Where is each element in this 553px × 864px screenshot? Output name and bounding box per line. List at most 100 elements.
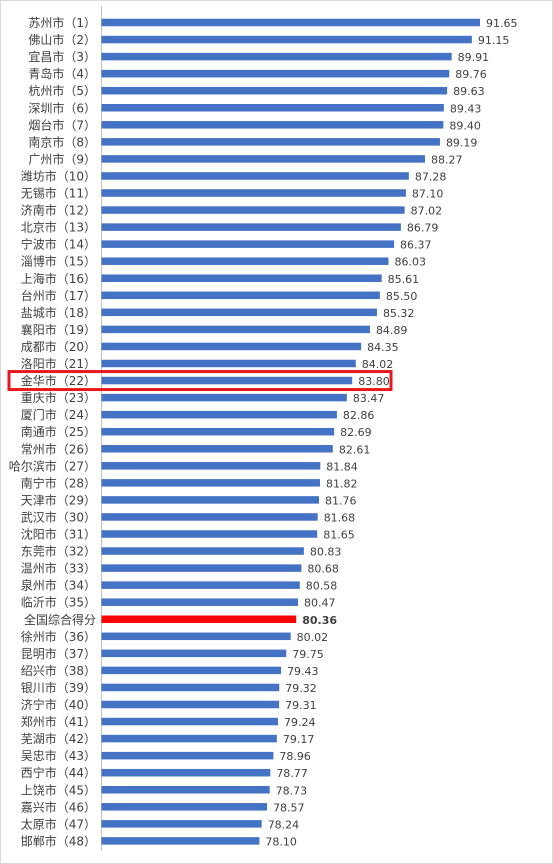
bar	[101, 223, 401, 231]
category-label: 沈阳市（31）	[21, 527, 96, 542]
category-label: 芜湖市（42）	[21, 731, 96, 746]
bar	[101, 649, 287, 658]
category-label: 吴忠市（43）	[21, 748, 96, 763]
value-label: 89.63	[453, 85, 485, 98]
category-label: 淄博市（15）	[21, 254, 96, 269]
category-label: 济南市（12）	[21, 203, 96, 218]
value-label: 82.61	[339, 443, 371, 456]
category-label: 洛阳市（21）	[21, 356, 96, 371]
value-label: 78.96	[279, 750, 311, 763]
bar	[101, 393, 347, 402]
bar	[101, 172, 409, 180]
value-label: 83.80	[358, 375, 390, 388]
bar	[101, 359, 356, 368]
category-label: 天津市（29）	[21, 492, 96, 507]
value-label: 82.86	[343, 409, 375, 422]
bar	[101, 462, 321, 470]
category-label: 宁波市（14）	[21, 237, 96, 252]
category-label: 厦门市（24）	[21, 407, 96, 422]
category-label: 佛山市（2）	[28, 32, 96, 47]
category-label: 银川市（39）	[21, 680, 96, 695]
bar	[101, 410, 337, 419]
value-label: 80.02	[297, 631, 329, 644]
bar	[101, 291, 380, 300]
category-label: 潍坊市（10）	[21, 168, 96, 183]
bar	[101, 445, 333, 453]
category-label: 西宁市（44）	[21, 765, 96, 780]
value-label: 79.24	[284, 716, 316, 729]
category-label: 上海市（16）	[21, 271, 96, 286]
category-label: 绍兴市（38）	[21, 663, 96, 678]
bar	[101, 138, 440, 146]
value-label: 87.02	[411, 205, 443, 218]
value-label: 80.47	[304, 597, 336, 610]
bar	[101, 189, 406, 197]
bar	[101, 427, 335, 436]
value-label: 89.40	[449, 119, 481, 132]
category-label: 青岛市（4）	[28, 66, 96, 81]
category-label: 武汉市（30）	[21, 509, 96, 524]
category-label: 襄阳市（19）	[21, 322, 96, 337]
bar	[101, 86, 448, 95]
bar	[101, 104, 444, 112]
value-label: 87.10	[412, 188, 444, 201]
value-label: 79.31	[285, 699, 317, 712]
value-label: 80.68	[307, 563, 339, 576]
value-label: 91.15	[478, 34, 510, 47]
value-label: 89.19	[446, 136, 478, 149]
bar	[101, 751, 274, 760]
bar	[101, 564, 302, 572]
category-label: 南京市（8）	[28, 134, 96, 149]
category-label: 台州市（17）	[21, 288, 96, 303]
value-label: 81.65	[323, 529, 355, 542]
bar	[101, 786, 270, 794]
category-label: 昆明市（37）	[21, 646, 96, 661]
bar	[101, 803, 268, 811]
value-label: 78.73	[276, 784, 308, 797]
value-label: 78.77	[276, 767, 308, 780]
category-label: 杭州市（5）	[28, 83, 96, 98]
category-label: 南通市（25）	[21, 424, 96, 439]
value-label: 85.32	[383, 307, 415, 320]
bar	[101, 683, 280, 692]
bar	[101, 479, 320, 487]
value-label: 81.68	[324, 511, 356, 524]
bar	[101, 240, 395, 248]
value-label: 89.76	[455, 68, 487, 81]
category-label: 无锡市（11）	[21, 186, 96, 201]
bar	[101, 700, 280, 709]
bar	[101, 52, 452, 61]
category-label: 济宁市（40）	[21, 697, 96, 712]
category-label: 泉州市（34）	[21, 578, 96, 593]
category-label: 北京市（13）	[21, 220, 96, 235]
value-label: 85.61	[388, 273, 420, 286]
category-label: 临沂市（35）	[21, 595, 96, 610]
category-label: 常州市（26）	[21, 441, 96, 456]
bar	[101, 581, 300, 589]
bar	[101, 342, 362, 351]
bar	[101, 734, 277, 743]
value-label: 80.83	[310, 546, 342, 559]
value-label: 81.84	[326, 460, 358, 473]
bar	[101, 496, 319, 504]
category-label: 哈尔滨市（27）	[9, 458, 96, 473]
category-label: 嘉兴市（46）	[21, 799, 96, 814]
bar	[101, 35, 472, 44]
bar	[101, 325, 370, 334]
category-label: 重庆市（23）	[21, 390, 96, 405]
bar	[101, 376, 353, 385]
value-label: 84.35	[367, 341, 399, 354]
category-label: 南宁市（28）	[21, 475, 96, 490]
bar	[101, 666, 282, 675]
category-label: 金华市（22）	[21, 373, 96, 388]
category-label: 苏州市（1）	[28, 15, 96, 30]
value-label: 83.47	[353, 392, 385, 405]
category-label: 宜昌市（3）	[28, 49, 96, 64]
value-label: 85.50	[386, 290, 418, 303]
value-label: 79.75	[292, 648, 324, 661]
value-label: 78.24	[268, 818, 300, 831]
category-label: 全国综合得分	[24, 612, 96, 627]
bar	[101, 121, 444, 129]
bar	[101, 632, 291, 641]
value-label: 80.58	[306, 580, 338, 593]
